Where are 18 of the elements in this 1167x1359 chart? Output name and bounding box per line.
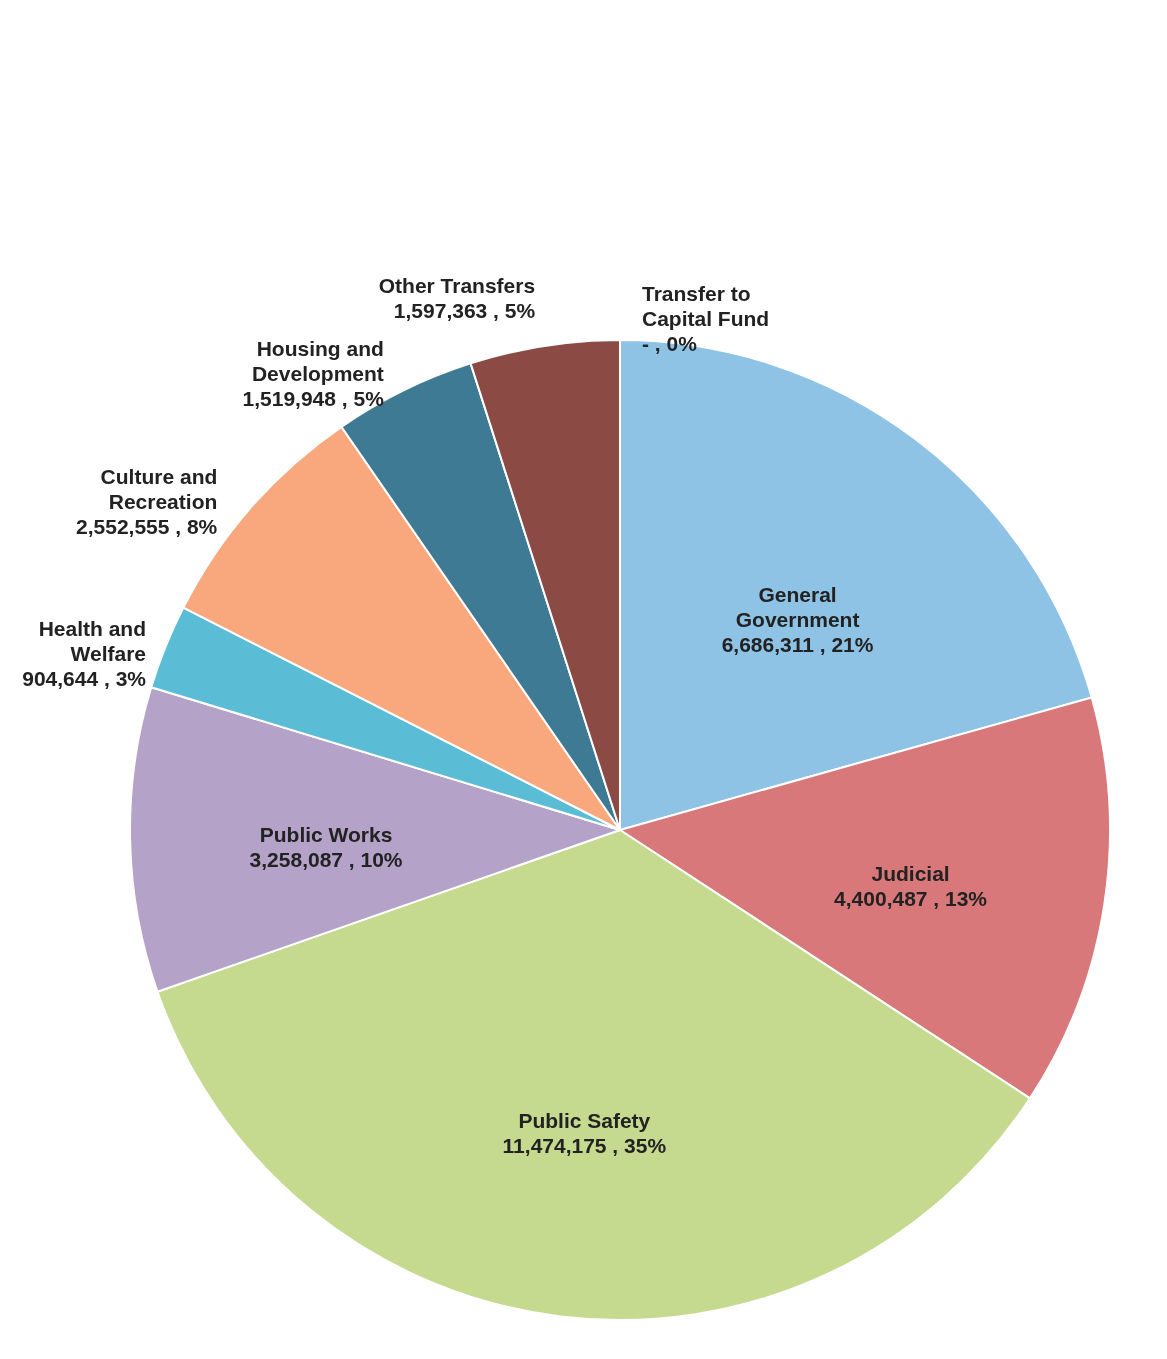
data-label: 6,686,311 , 21% bbox=[721, 632, 874, 656]
data-label: 2,552,555 , 8% bbox=[76, 514, 218, 538]
data-label: 3,258,087 , 10% bbox=[249, 848, 403, 871]
data-label: 11,474,175 , 35% bbox=[502, 1133, 667, 1157]
slice-label: Health and Welfare bbox=[38, 616, 146, 665]
category-label: Transfer to Capital Fund bbox=[642, 282, 770, 330]
slice-label: Public Safety bbox=[518, 1108, 651, 1132]
slice-label: Public Works bbox=[259, 823, 393, 846]
slice-label: Other Transfers bbox=[378, 273, 536, 297]
slice-label: General Government bbox=[735, 582, 860, 631]
slice-label: Culture and Recreation bbox=[100, 464, 218, 513]
slice-label: Housing and Development bbox=[251, 336, 384, 385]
data-label: 1,597,363 , 5% bbox=[393, 298, 536, 322]
data-label: 1,519,948 , 5% bbox=[242, 386, 385, 410]
data-label: 904,644 , 3% bbox=[22, 666, 147, 690]
data-label: 4,400,487 , 13% bbox=[834, 886, 988, 910]
text: - , 0% bbox=[642, 332, 697, 355]
slice-label: Judicial bbox=[871, 861, 950, 885]
